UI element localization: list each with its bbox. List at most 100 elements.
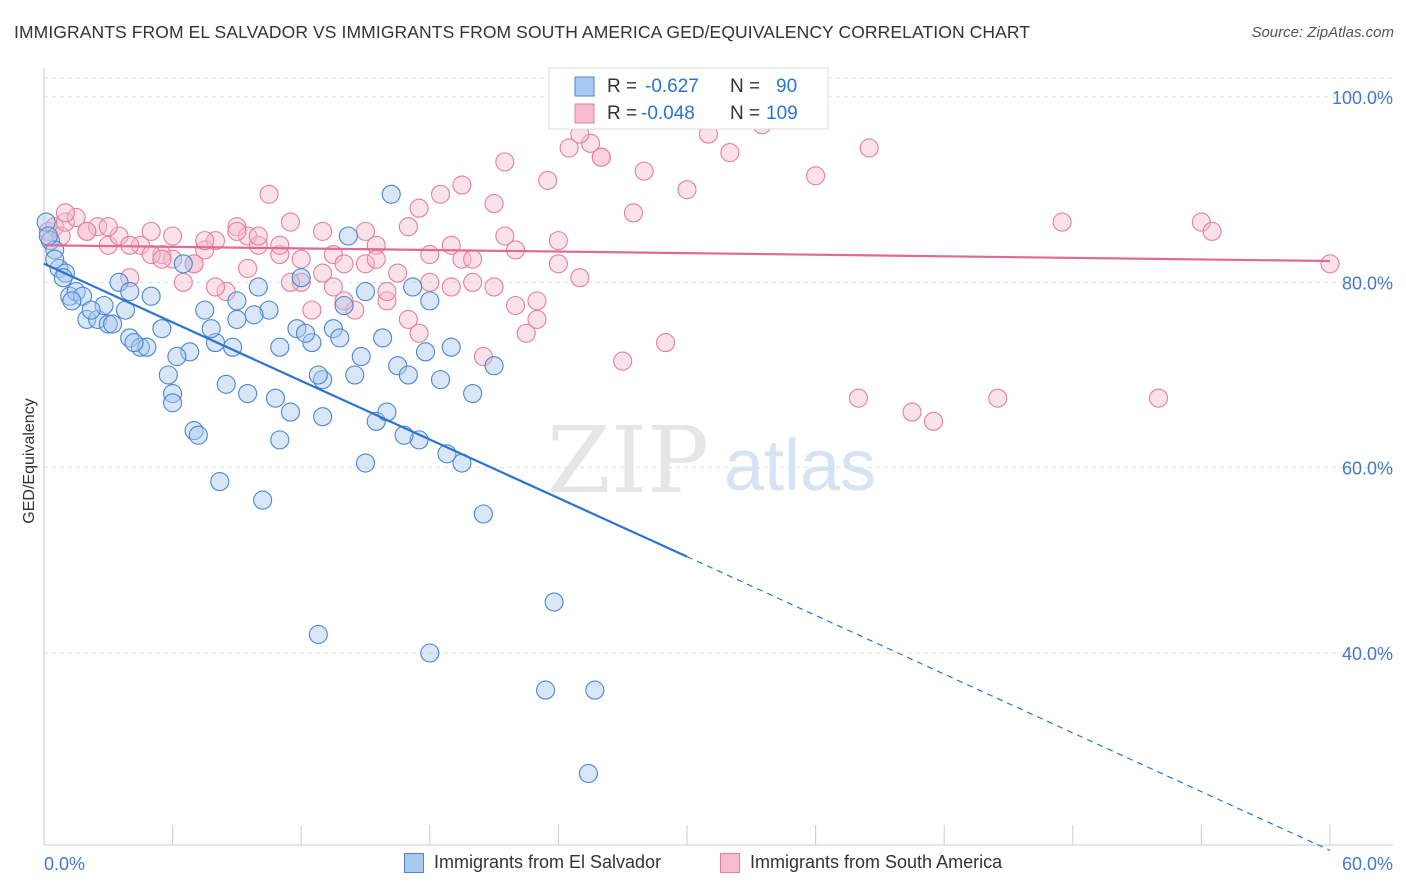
- el-salvador-point: [173, 254, 193, 274]
- stats-r-label-1: R =: [607, 76, 637, 97]
- tick-labels: 40.0% 60.0% 80.0% 100.0% 0.0% 60.0%: [44, 88, 1393, 874]
- el-salvador-point: [248, 277, 268, 297]
- el-salvador-point: [381, 184, 401, 204]
- south-america-point: [527, 291, 547, 311]
- el-salvador-point: [295, 323, 316, 343]
- south-america-point: [152, 244, 172, 265]
- el-salvador-point: [578, 763, 598, 784]
- south-america-point: [527, 309, 547, 329]
- el-salvador-point: [302, 333, 322, 353]
- south-america-point: [591, 147, 611, 167]
- el-salvador-point: [338, 226, 358, 246]
- el-salvador-point: [473, 504, 493, 524]
- el-salvador-point: [351, 346, 371, 367]
- el-salvador-point: [323, 319, 343, 339]
- el-salvador-point: [484, 356, 504, 376]
- south-america-point: [505, 295, 526, 316]
- south-america-point: [452, 175, 472, 195]
- legend-item-el-salvador[interactable]: Immigrants from El Salvador: [404, 852, 661, 873]
- el-salvador-point: [403, 277, 423, 297]
- el-salvador-point: [334, 295, 354, 316]
- el-salvador-point: [77, 309, 97, 329]
- south-america-point: [227, 221, 247, 241]
- south-america-point: [409, 198, 429, 218]
- el-salvador-point: [103, 314, 123, 334]
- el-salvador-point: [287, 319, 307, 339]
- el-salvador-point: [345, 365, 365, 385]
- el-salvador-point: [270, 430, 290, 450]
- el-salvador-point: [441, 337, 461, 357]
- el-salvador-point: [120, 282, 140, 302]
- south-america-point: [313, 263, 333, 283]
- el-salvador-point: [158, 365, 178, 385]
- legend-item-south-america[interactable]: Immigrants from South America: [720, 852, 1002, 873]
- el-salvador-point: [163, 393, 183, 413]
- south-america-point: [463, 249, 483, 269]
- south-america-point: [656, 333, 676, 353]
- south-america-point: [334, 254, 354, 274]
- south-america-point: [163, 226, 183, 246]
- el-salvador-point: [244, 305, 264, 325]
- el-salvador-point: [98, 314, 118, 334]
- south-america-point: [516, 323, 536, 343]
- trend-lines: [43, 244, 1331, 851]
- stats-legend-box: [548, 67, 829, 130]
- south-america-point: [988, 388, 1008, 408]
- y-tick-label: 80.0%: [1342, 273, 1393, 293]
- el-salvador-point: [62, 291, 82, 311]
- legend-label-south-america: Immigrants from South America: [750, 852, 1003, 872]
- el-salvador-point: [544, 592, 564, 612]
- south-america-point: [409, 323, 429, 343]
- south-america-point: [420, 272, 440, 292]
- south-america-trendline: [43, 244, 1331, 263]
- south-america-point: [623, 203, 643, 223]
- stats-swatch-blue: [574, 76, 595, 97]
- grid-lines: [44, 77, 1393, 654]
- stats-r-value-1: -0.627: [645, 76, 699, 97]
- x-tick-label-min: 0.0%: [44, 854, 85, 874]
- south-america-point: [548, 254, 568, 274]
- el-salvador-point: [180, 342, 200, 362]
- bottom-legend: Immigrants from El Salvador Immigrants f…: [0, 852, 1406, 878]
- south-america-point: [120, 268, 140, 288]
- x-tick-label-max: 60.0%: [1342, 854, 1393, 874]
- south-america-point: [152, 249, 172, 269]
- south-america-point: [323, 277, 343, 297]
- south-america-point: [280, 272, 301, 292]
- el-salvador-point: [420, 643, 440, 663]
- south-america-point: [259, 184, 279, 204]
- el-salvador-point: [355, 453, 376, 473]
- el-salvador-point: [94, 295, 114, 316]
- el-salvador-point: [81, 300, 101, 320]
- axes: [43, 68, 1393, 846]
- south-america-point: [570, 268, 590, 288]
- stats-r-label-2: R =: [607, 103, 637, 124]
- el-salvador-point: [259, 300, 279, 320]
- el-salvador-point: [373, 328, 393, 348]
- south-america-point: [184, 254, 204, 274]
- el-salvador-point: [38, 226, 58, 246]
- south-america-point: [484, 194, 504, 214]
- el-salvador-point: [265, 388, 286, 408]
- el-salvador-point: [420, 291, 440, 311]
- el-salvador-point: [430, 370, 451, 390]
- south-america-point: [88, 217, 108, 237]
- stats-legend: R = -0.627 N = 90 R = -0.048 N = 109: [548, 67, 829, 130]
- el-salvador-point: [152, 319, 172, 339]
- south-america-point: [495, 152, 515, 172]
- el-salvador-point: [291, 268, 311, 288]
- source-label: Source: ZipAtlas.com: [1251, 24, 1394, 41]
- el-salvador-point: [88, 309, 108, 329]
- south-america-point: [848, 388, 869, 408]
- stats-n-label-2: N =: [730, 103, 760, 124]
- el-salvador-point: [73, 286, 93, 306]
- south-america-point: [98, 217, 118, 237]
- el-salvador-point: [585, 680, 605, 700]
- south-america-point: [270, 235, 290, 255]
- south-america-point: [420, 244, 440, 265]
- el-salvador-point: [216, 374, 236, 394]
- south-america-point: [388, 263, 408, 283]
- south-america-point: [559, 138, 579, 158]
- south-america-point: [859, 138, 879, 158]
